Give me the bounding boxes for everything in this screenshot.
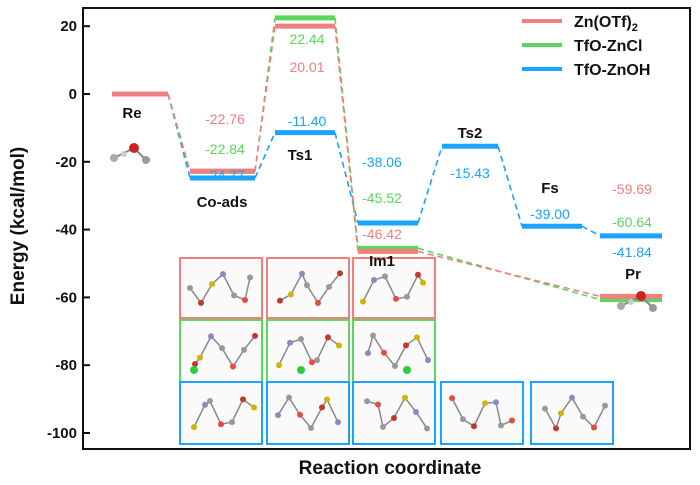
structure-panel-tfo-zncl-ts1 xyxy=(266,319,350,383)
state-label-ts1: Ts1 xyxy=(288,147,313,164)
molecule-icons xyxy=(110,143,657,312)
value-label-tfo-znoh-pr: -41.84 xyxy=(612,244,652,260)
molecule-structure-graphic xyxy=(191,396,257,431)
molecule-structure-graphic xyxy=(190,332,258,374)
reactant-molecule-icon xyxy=(110,143,150,164)
product-molecule-icon xyxy=(617,291,657,312)
state-label-im1: Im1 xyxy=(369,253,395,270)
value-label-tfo-zncl-im1: -45.52 xyxy=(362,190,402,206)
value-labels: -22.76 20.01 -46.42 -59.69 -22.84 22.44 -45.52… xyxy=(205,31,652,260)
legend-label-tfo-znoh: TfO-ZnOH xyxy=(574,62,650,79)
value-label-tfo-znoh-ts2: -15.43 xyxy=(450,165,490,181)
value-label-tfo-zncl-pr: -60.64 xyxy=(612,214,652,230)
connector-tfo-znoh xyxy=(581,225,601,237)
value-label-tfo-znoh-fs: -39.00 xyxy=(530,206,570,222)
molecule-structure-graphic xyxy=(187,271,253,306)
y-axis-title: Energy (kcal/mol) xyxy=(8,147,29,305)
y-tick-label: -100 xyxy=(47,425,77,442)
structure-panel-tfo-znoh-im1 xyxy=(352,381,436,445)
y-tick-label: 0 xyxy=(69,86,77,103)
value-label-zn-otf2-co-ads: -22.76 xyxy=(205,111,245,127)
connector-tfo-znoh xyxy=(417,146,443,224)
energy-levels xyxy=(112,15,662,303)
state-labels: Re Co-ads Ts1 Im1 Ts2 Fs Pr xyxy=(122,105,641,283)
structure-panel-tfo-znoh-ts2 xyxy=(440,381,524,445)
y-tick-label: -20 xyxy=(55,154,77,171)
value-label-tfo-zncl-co-ads: -22.84 xyxy=(205,141,245,157)
x-axis-title: Reaction coordinate xyxy=(299,458,482,479)
molecule-structure-graphic xyxy=(275,394,341,432)
structure-panel-tfo-znoh-ts1 xyxy=(266,381,350,445)
molecule-structure-graphic xyxy=(360,271,426,305)
molecule-structure-graphic xyxy=(449,395,515,430)
state-label-pr: Pr xyxy=(625,266,641,283)
legend: Zn(OTf)2 TfO-ZnCl TfO-ZnOH xyxy=(522,14,650,79)
structure-panel-zn-otf2-im1 xyxy=(352,257,436,319)
connector-lines xyxy=(167,17,601,301)
value-label-tfo-znoh-co-ads: -24.77 xyxy=(205,167,245,183)
connector-zn-otf2 xyxy=(417,250,601,298)
structure-panel-tfo-znoh-co-ads xyxy=(179,381,263,445)
legend-label-zn-otf2: Zn(OTf)2 xyxy=(574,14,638,34)
value-label-zn-otf2-im1: -46.42 xyxy=(362,226,402,242)
state-label-re: Re xyxy=(122,105,141,122)
molecule-structure-graphic xyxy=(277,270,343,306)
legend-label-tfo-zncl: TfO-ZnCl xyxy=(574,38,642,55)
molecule-structure-graphic xyxy=(364,394,430,432)
connector-zn-otf2 xyxy=(254,26,276,172)
value-label-tfo-zncl-ts1: 22.44 xyxy=(289,31,324,47)
value-label-tfo-znoh-im1: -38.06 xyxy=(362,154,402,170)
structure-panels xyxy=(179,257,614,445)
molecule-structure-graphic xyxy=(276,334,342,374)
connector-tfo-znoh xyxy=(254,132,276,179)
molecule-structure-graphic xyxy=(365,332,431,374)
connector-tfo-zncl xyxy=(334,17,359,249)
connector-zn-otf2 xyxy=(167,93,191,172)
y-tick-label: -80 xyxy=(55,357,77,374)
connector-tfo-znoh xyxy=(334,132,359,224)
state-label-fs: Fs xyxy=(541,180,559,197)
value-label-zn-otf2-pr: -59.69 xyxy=(612,181,652,197)
y-tick-label: 20 xyxy=(60,18,77,35)
connector-tfo-znoh xyxy=(497,146,523,227)
state-label-co-ads: Co-ads xyxy=(197,194,248,211)
structure-panel-tfo-znoh-fs xyxy=(530,381,614,445)
connector-zn-otf2 xyxy=(334,26,359,252)
structure-panel-tfo-zncl-im1 xyxy=(352,319,436,383)
y-axis-ticks: 20 0 -20 -40 -60 -80 -100 xyxy=(47,18,90,442)
plot-frame xyxy=(82,7,691,450)
molecule-structure-graphic xyxy=(542,394,608,432)
y-tick-label: -60 xyxy=(55,289,77,306)
state-label-ts2: Ts2 xyxy=(458,125,483,142)
value-label-zn-otf2-ts1: 20.01 xyxy=(289,59,324,75)
value-label-tfo-znoh-ts1: -11.40 xyxy=(288,113,327,129)
y-tick-label: -40 xyxy=(55,222,77,239)
